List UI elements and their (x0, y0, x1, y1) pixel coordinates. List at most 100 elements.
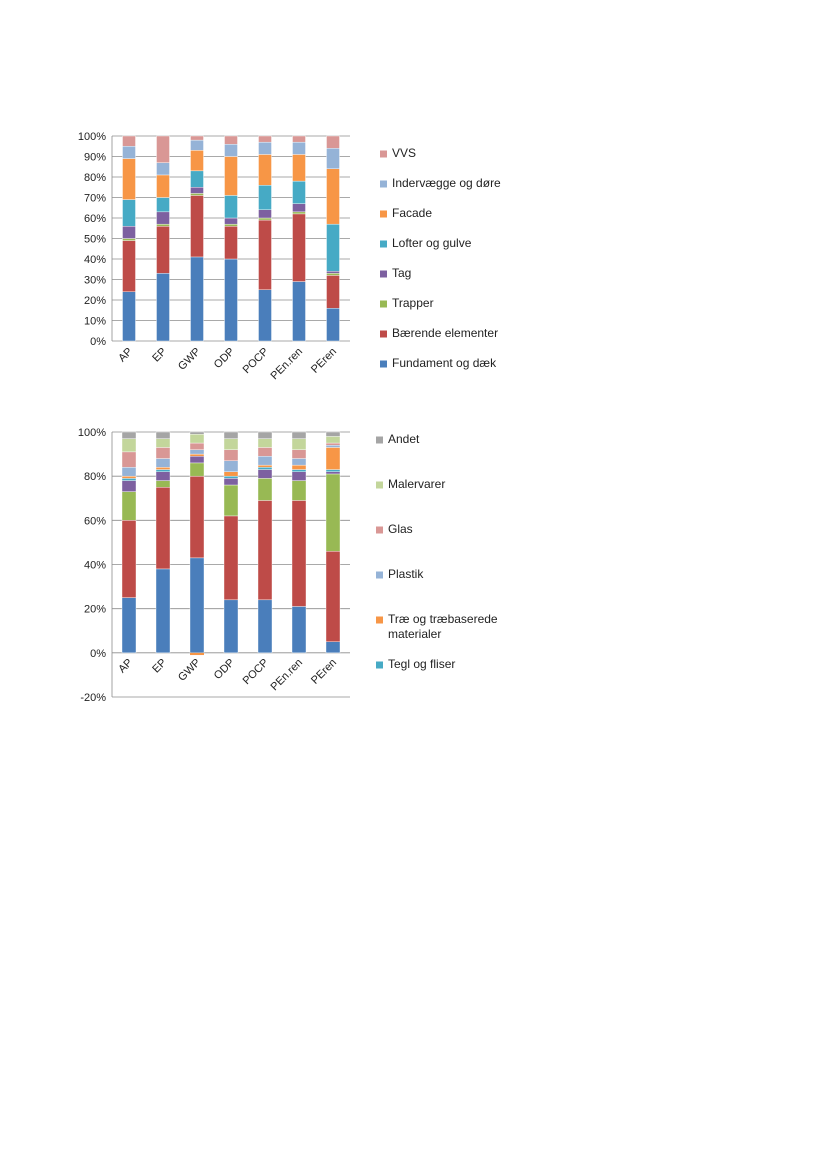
bar-segment-malervarer (121, 438, 137, 453)
bar-segment-lofter-og-gulve (156, 197, 170, 213)
bar-segment-vvs (224, 135, 238, 145)
legend-label-tegl-og-fliser: Tegl og fliser (388, 657, 455, 671)
bar-segment-unlabeled (223, 515, 239, 601)
bar-segment-tegl-og-fliser (223, 475, 239, 479)
bar-segment-unlabeled (291, 471, 307, 481)
x-tick-label: GWP (176, 657, 203, 684)
x-tick-label: PEren (309, 657, 339, 687)
bar-segment-fundament-og-d-k (156, 273, 170, 342)
bar-segment-lofter-og-gulve (224, 195, 238, 219)
bar-segment-b-rende-elementer (326, 275, 340, 309)
bar-segment-tegl-og-fliser (121, 478, 137, 481)
bar-segment-tag (292, 203, 306, 213)
bar-segment-unlabeled (325, 551, 341, 642)
bar-segment-unlabeled (155, 568, 171, 654)
bar-segment-tr-og-tr-baserede-materialer (155, 467, 171, 470)
legend-label-tag: Tag (392, 266, 411, 280)
legend-swatch-tr-og-tr-baserede-materialer (376, 616, 383, 624)
bar-segment-glas (325, 442, 341, 446)
bar-segment-fundament-og-d-k (292, 281, 306, 342)
bar-segment-facade (258, 154, 272, 186)
bar-segment-malervarer (155, 438, 171, 448)
bar-segment-inderv-gge-og-d-re (190, 139, 204, 151)
y-tick-label: -20% (80, 692, 106, 704)
x-tick-label: PEn.ren (269, 346, 306, 383)
bar-segment-facade (292, 154, 306, 182)
bar-segment-lofter-og-gulve (190, 170, 204, 188)
bar-segment-fundament-og-d-k (326, 308, 340, 342)
bar-segment-inderv-gge-og-d-re (224, 143, 238, 157)
bar-segment-lofter-og-gulve (292, 180, 306, 204)
bar-segment-vvs (258, 135, 272, 143)
bar-segment-unlabeled (189, 475, 205, 559)
legend-label-vvs: VVS (392, 146, 416, 160)
bar-segment-malervarer (257, 438, 273, 448)
legend-swatch-malervarer (376, 481, 383, 489)
legend-swatch-inderv-gge-og-d-re (380, 180, 387, 188)
y-tick-label: 0% (90, 336, 106, 348)
y-tick-label: 90% (84, 152, 106, 164)
bar-segment-plastik (325, 445, 341, 448)
bar-segment-tag (122, 225, 136, 239)
bar-segment-tr-og-tr-baserede-materialer (223, 471, 239, 477)
y-tick-label: 50% (84, 234, 106, 246)
y-tick-label: 40% (84, 560, 106, 572)
legend-swatch-fundament-og-d-k (380, 360, 387, 368)
bar-segment-unlabeled (291, 480, 307, 501)
y-tick-label: 20% (84, 604, 106, 616)
bar-segment-facade (326, 168, 340, 225)
bar-segment-andet (291, 431, 307, 439)
x-tick-label: AP (116, 657, 135, 676)
bar-segment-tr-og-tr-baserede-materialer (291, 464, 307, 470)
legend-label-fundament-og-d-k: Fundament og dæk (392, 356, 497, 370)
legend-label-trapper: Trapper (392, 296, 434, 310)
bar-segment-andet (189, 431, 205, 435)
bar-segment-unlabeled (223, 478, 239, 486)
x-tick-label: GWP (176, 346, 203, 373)
bar-segment-trapper (292, 211, 306, 215)
bar-segment-glas (155, 447, 171, 459)
bar-segment-tr-og-tr-baserede-materialer (257, 464, 273, 468)
bar-segment-facade (190, 150, 204, 172)
bar-segment-unlabeled (121, 520, 137, 598)
bar-segment-unlabeled (257, 478, 273, 501)
bar-segment-tag (326, 271, 340, 274)
bar-segment-tag (224, 217, 238, 225)
y-tick-label: 0% (90, 648, 106, 660)
x-tick-label: AP (116, 346, 135, 365)
bar-segment-andet (257, 431, 273, 439)
y-tick-label: 80% (84, 172, 106, 184)
bar-segment-plastik (291, 458, 307, 466)
bar-segment-andet (121, 431, 137, 439)
bar-segment-plastik (257, 456, 273, 466)
bar-segment-plastik (223, 460, 239, 472)
bar-segment-unlabeled (121, 491, 137, 521)
bar-segment-inderv-gge-og-d-re (122, 146, 136, 159)
bar-segment-lofter-og-gulve (258, 184, 272, 210)
legend-swatch-tegl-og-fliser (376, 661, 383, 669)
bar-segment-b-rende-elementer (292, 213, 306, 282)
bar-segment-tr-og-tr-baserede-materialer (189, 453, 205, 457)
bar-segment-tr-og-tr-baserede-materialer (121, 475, 137, 479)
bar-segment-vvs (326, 135, 340, 149)
bar-segment-malervarer (189, 434, 205, 444)
bar-segment-plastik (189, 449, 205, 455)
bar-segment-vvs (156, 135, 170, 163)
bar-segment-glas (189, 442, 205, 450)
bar-segment-plastik (121, 467, 137, 477)
bar-segment-vvs (190, 135, 204, 141)
bar-segment-b-rende-elementer (156, 225, 170, 274)
bar-segment-b-rende-elementer (122, 240, 136, 293)
bar-segment-glas (121, 451, 137, 468)
legend-label-malervarer: Malervarer (388, 477, 445, 491)
bar-segment-unlabeled (189, 557, 205, 654)
bar-segment-trapper (190, 193, 204, 196)
bar-segment-unlabeled (257, 500, 273, 601)
y-tick-label: 40% (84, 254, 106, 266)
y-tick-label: 70% (84, 193, 106, 205)
y-tick-label: 60% (84, 213, 106, 225)
legend-label-inderv-gge-og-d-re: Indervægge og døre (392, 176, 501, 190)
legend-label-facade: Facade (392, 206, 432, 220)
legend-swatch-tag (380, 270, 387, 278)
